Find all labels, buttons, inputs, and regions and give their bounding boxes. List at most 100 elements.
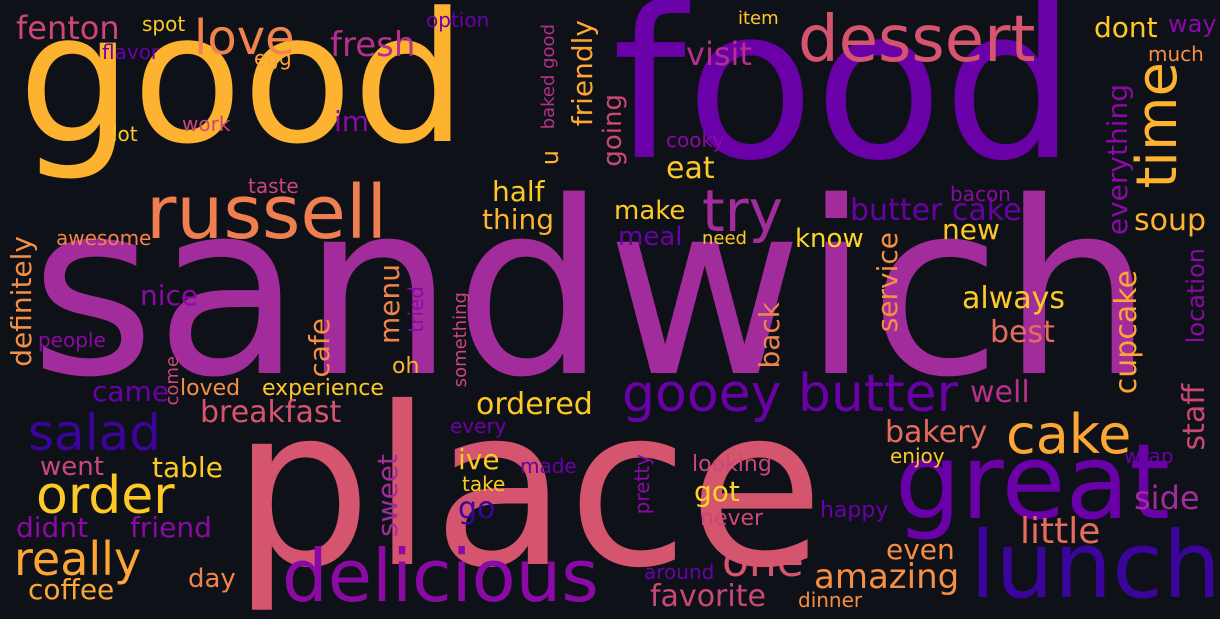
cloud-word-really: really (14, 532, 142, 586)
cloud-word-got: got (694, 475, 740, 508)
cloud-word-always: always (962, 281, 1066, 316)
cloud-word-ordered: ordered (476, 387, 593, 422)
cloud-word-going: going (598, 94, 628, 167)
cloud-word-never: never (700, 506, 764, 531)
cloud-word-flavor: flavor (102, 40, 160, 64)
cloud-word-spot: spot (142, 12, 186, 36)
cloud-word-russell: russell (146, 170, 388, 256)
cloud-word-visit: visit (686, 35, 752, 73)
cloud-word-loved: loved (180, 376, 241, 401)
cloud-word-half: half (492, 175, 545, 208)
cloud-word-lot: lot (112, 122, 138, 146)
cloud-word-u: u (536, 150, 564, 166)
cloud-word-thing: thing (482, 203, 555, 236)
cloud-word-amazing: amazing (814, 557, 960, 597)
cloud-word-order: order (36, 466, 175, 526)
cloud-word-oh: oh (392, 354, 420, 379)
cloud-word-table: table (152, 451, 223, 484)
cloud-word-taste: taste (248, 174, 299, 198)
cloud-word-butter-cake: butter cake (850, 193, 1022, 228)
cloud-word-bakery: bakery (885, 415, 988, 450)
cloud-word-looking: looking (692, 452, 772, 477)
cloud-word-cupcake: cupcake (1109, 270, 1144, 395)
cloud-word-dont: dont (1094, 11, 1158, 44)
cloud-word-egg: egg (254, 46, 292, 70)
cloud-word-wrap: wrap (1124, 444, 1174, 468)
cloud-word-breakfast: breakfast (200, 395, 342, 430)
cloud-word-gooey-butter: gooey butter (622, 364, 959, 424)
cloud-word-friend: friend (130, 511, 212, 544)
cloud-word-little: little (1020, 511, 1101, 552)
cloud-word-soup: soup (1134, 203, 1207, 238)
cloud-word-fresh: fresh (330, 25, 416, 65)
cloud-word-meal: meal (618, 222, 683, 252)
cloud-word-back: back (753, 302, 786, 369)
cloud-word-cafe: cafe (303, 318, 336, 378)
cloud-word-one: one (722, 536, 804, 587)
cloud-word-work: work (182, 112, 231, 136)
cloud-word-sandwich: sandwich (30, 150, 1154, 430)
cloud-word-love: love (194, 10, 295, 66)
cloud-word-dessert: dessert (798, 3, 1036, 77)
cloud-word-know: know (795, 224, 864, 254)
cloud-word-coffee: coffee (28, 573, 115, 606)
cloud-word-fenton: fenton (16, 9, 120, 47)
cloud-word-food: food (612, 0, 1077, 207)
cloud-word-friendly: friendly (566, 20, 599, 127)
cloud-word-nice: nice (140, 279, 199, 312)
cloud-word-new: new (942, 213, 1000, 246)
cloud-word-ive: ive (458, 443, 500, 476)
cloud-word-item: item (738, 8, 779, 29)
cloud-word-even: even (886, 533, 955, 566)
cloud-word-every: every (450, 414, 507, 438)
cloud-word-location: location (1182, 248, 1210, 344)
cloud-word-need: need (702, 228, 747, 249)
cloud-word-make: make (614, 196, 686, 226)
cloud-word-day: day (188, 564, 236, 594)
cloud-word-salad: salad (28, 404, 161, 462)
cloud-word-go: go (458, 491, 496, 526)
cloud-word-take: take (462, 472, 506, 496)
cloud-word-place: place (232, 360, 824, 616)
cloud-word-well: well (970, 375, 1030, 410)
cloud-word-way: way (1168, 10, 1217, 38)
cloud-word-people: people (38, 328, 106, 352)
cloud-word-sweet: sweet (371, 454, 404, 537)
cloud-word-didnt: didnt (16, 511, 89, 544)
cloud-word-came: came (92, 375, 170, 408)
cloud-word-eat: eat (666, 151, 715, 186)
cloud-word-experience: experience (262, 376, 384, 401)
cloud-word-favorite: favorite (650, 579, 766, 614)
cloud-word-try: try (702, 177, 783, 245)
cloud-word-made: made (520, 454, 577, 478)
cloud-word-happy: happy (820, 498, 889, 523)
cloud-word-good: good (18, 0, 467, 184)
cloud-word-enjoy: enjoy (890, 444, 945, 468)
cloud-word-best: best (990, 315, 1055, 350)
cloud-word-baked-good: baked good (538, 24, 559, 130)
cloud-word-time: time (1125, 62, 1190, 189)
cloud-word-something: something (450, 292, 471, 388)
cloud-word-cooky: cooky (666, 128, 725, 152)
cloud-word-im: im (334, 105, 370, 138)
cloud-word-delicious: delicious (282, 534, 599, 618)
cloud-word-much: much (1148, 42, 1204, 66)
cloud-word-option: option (426, 8, 490, 32)
cloud-word-lunch: lunch (970, 512, 1220, 619)
cloud-word-went: went (40, 452, 104, 482)
cloud-word-everything: everything (1101, 84, 1134, 236)
cloud-word-tried: tried (404, 286, 428, 333)
cloud-word-dinner: dinner (798, 588, 863, 612)
cloud-word-awesome: awesome (56, 226, 152, 250)
cloud-word-side: side (1134, 479, 1200, 517)
cloud-word-service: service (871, 232, 904, 333)
cloud-word-around: around (644, 560, 715, 584)
cloud-word-staff: staff (1177, 384, 1212, 451)
cloud-word-bacon: bacon (950, 182, 1011, 206)
cloud-word-menu: menu (373, 264, 406, 344)
cloud-word-definitely: definitely (5, 236, 38, 367)
cloud-word-pretty: pretty (630, 454, 654, 515)
cloud-word-great: great (895, 421, 1170, 543)
cloud-word-cake: cake (1006, 403, 1132, 466)
